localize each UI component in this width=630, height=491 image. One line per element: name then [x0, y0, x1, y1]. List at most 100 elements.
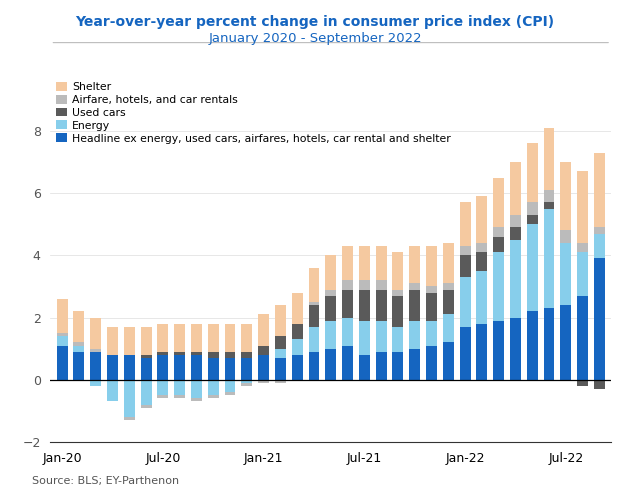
Bar	[124, 355, 135, 380]
Bar	[577, 296, 588, 380]
Bar	[175, 395, 185, 398]
Bar	[426, 286, 437, 293]
Bar	[191, 352, 202, 355]
Bar	[241, 352, 252, 358]
Bar	[158, 324, 168, 352]
Bar	[443, 314, 454, 342]
Bar	[74, 346, 84, 352]
Bar	[158, 355, 168, 380]
Bar	[443, 290, 454, 314]
Bar	[309, 305, 319, 327]
Bar	[191, 324, 202, 352]
Bar	[208, 358, 219, 380]
Bar	[191, 380, 202, 398]
Bar	[410, 321, 420, 349]
Bar	[493, 237, 504, 252]
Bar	[175, 380, 185, 395]
Bar	[392, 327, 403, 352]
Bar	[292, 355, 302, 380]
Bar	[224, 380, 236, 392]
Bar	[292, 339, 302, 355]
Bar	[124, 327, 135, 355]
Bar	[560, 230, 571, 243]
Bar	[325, 349, 336, 380]
Bar	[124, 417, 135, 420]
Bar	[342, 318, 353, 346]
Text: Year-over-year percent change in consumer price index (CPI): Year-over-year percent change in consume…	[76, 15, 554, 29]
Bar	[258, 380, 269, 383]
Bar	[527, 224, 537, 311]
Legend: Shelter, Airfare, hotels, and car rentals, Used cars, Energy, Headline ex energy: Shelter, Airfare, hotels, and car rental…	[56, 82, 451, 144]
Bar	[140, 380, 152, 405]
Bar	[375, 321, 387, 352]
Bar	[577, 380, 588, 386]
Bar	[410, 349, 420, 380]
Bar	[258, 314, 269, 346]
Bar	[359, 355, 370, 380]
Bar	[392, 290, 403, 296]
Bar	[426, 321, 437, 346]
Bar	[460, 202, 471, 246]
Bar	[309, 327, 319, 352]
Bar	[342, 290, 353, 318]
Bar	[241, 324, 252, 352]
Bar	[392, 296, 403, 327]
Bar	[140, 405, 152, 408]
Bar	[527, 311, 537, 380]
Bar	[90, 380, 101, 386]
Bar	[359, 290, 370, 321]
Bar	[74, 311, 84, 342]
Bar	[375, 290, 387, 321]
Bar	[410, 290, 420, 321]
Bar	[577, 243, 588, 252]
Bar	[544, 128, 554, 190]
Bar	[594, 153, 605, 227]
Bar	[560, 243, 571, 305]
Bar	[275, 380, 286, 383]
Bar	[309, 302, 319, 305]
Bar	[594, 380, 605, 389]
Bar	[292, 293, 302, 324]
Bar	[594, 227, 605, 234]
Bar	[410, 283, 420, 290]
Bar	[560, 305, 571, 380]
Bar	[476, 243, 487, 252]
Bar	[90, 349, 101, 352]
Bar	[241, 383, 252, 386]
Bar	[510, 162, 521, 215]
Bar	[140, 355, 152, 358]
Bar	[325, 321, 336, 349]
Bar	[527, 202, 537, 215]
Bar	[107, 327, 118, 355]
Bar	[510, 240, 521, 318]
Bar	[124, 380, 135, 417]
Bar	[460, 277, 471, 327]
Bar	[476, 196, 487, 243]
Bar	[544, 202, 554, 209]
Bar	[158, 352, 168, 355]
Bar	[577, 252, 588, 296]
Bar	[510, 215, 521, 227]
Bar	[359, 321, 370, 355]
Text: Source: BLS; EY-Parthenon: Source: BLS; EY-Parthenon	[32, 476, 179, 486]
Bar	[158, 380, 168, 395]
Bar	[258, 346, 269, 355]
Bar	[375, 352, 387, 380]
Bar	[325, 296, 336, 321]
Bar	[258, 355, 269, 380]
Bar	[443, 243, 454, 283]
Bar	[426, 246, 437, 286]
Bar	[443, 342, 454, 380]
Bar	[224, 324, 236, 352]
Bar	[275, 305, 286, 336]
Bar	[208, 324, 219, 352]
Bar	[309, 268, 319, 302]
Bar	[191, 355, 202, 380]
Bar	[493, 178, 504, 227]
Bar	[90, 318, 101, 349]
Bar	[510, 227, 521, 240]
Bar	[241, 358, 252, 380]
Bar	[325, 255, 336, 290]
Bar	[57, 346, 67, 380]
Bar	[392, 252, 403, 290]
